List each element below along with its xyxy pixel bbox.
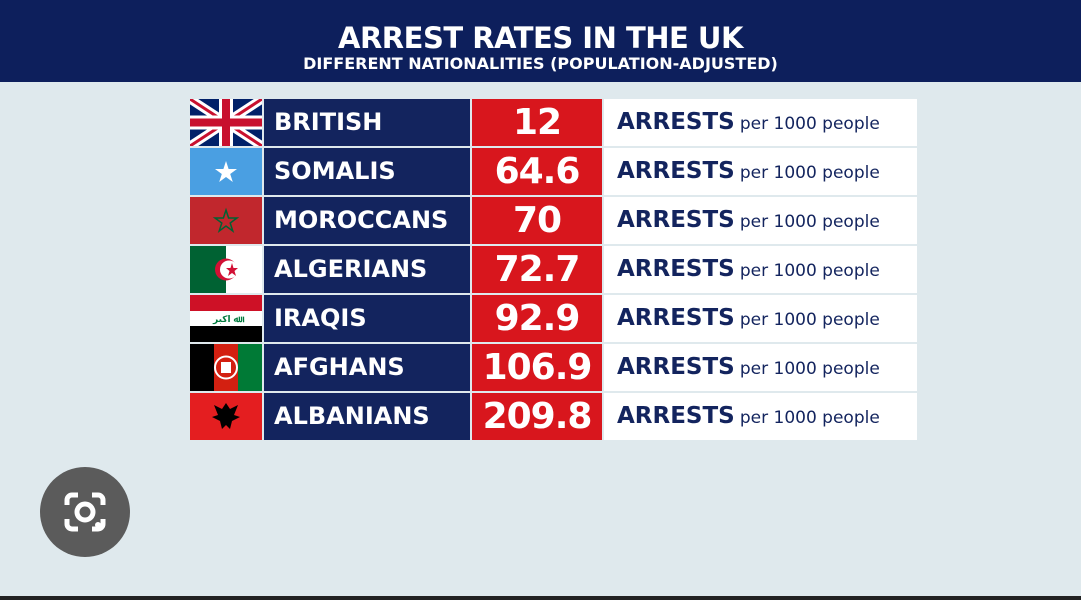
unit: ARRESTS [617,354,735,380]
arrest-rate: 70 [472,197,602,244]
table-row: AFGHANS 106.9 ARRESTS per 1000 people [190,344,917,391]
table-row: SOMALIS 64.6 ARRESTS per 1000 people [190,148,917,195]
flag-icon: ﷲ ﺍﻛﺒﺮ [190,295,262,342]
title: ARREST RATES IN THE UK [338,21,743,55]
lens-icon [64,492,106,532]
flag [190,393,262,440]
nationality: AFGHANS [264,344,470,391]
nationality: MOROCCANS [264,197,470,244]
rate-unit: ARRESTS per 1000 people [604,148,917,195]
rate-unit: ARRESTS per 1000 people [604,295,917,342]
unit: ARRESTS [617,158,735,184]
flag [190,99,262,146]
nationality: ALBANIANS [264,393,470,440]
per: per 1000 people [739,261,880,281]
svg-text:ﷲ ﺍﻛﺒﺮ: ﷲ ﺍﻛﺒﺮ [212,315,245,325]
unit: ARRESTS [617,207,735,233]
nationality: IRAQIS [264,295,470,342]
flag [190,344,262,391]
rate-unit: ARRESTS per 1000 people [604,246,917,293]
per: per 1000 people [739,163,880,183]
unit: ARRESTS [617,403,735,429]
table-row: ALBANIANS 209.8 ARRESTS per 1000 people [190,393,917,440]
arrest-rate: 72.7 [472,246,602,293]
table-row: ﷲ ﺍﻛﺒﺮ IRAQIS 92.9 ARRESTS per 1000 people [190,295,917,342]
per: per 1000 people [739,408,880,428]
header: ARREST RATES IN THE UK DIFFERENT NATIONA… [0,0,1081,82]
arrest-rate: 106.9 [472,344,602,391]
rate-unit: ARRESTS per 1000 people [604,344,917,391]
table-row: ALGERIANS 72.7 ARRESTS per 1000 people [190,246,917,293]
flag-icon [190,197,262,244]
unit: ARRESTS [617,256,735,282]
table: BRITISH 12 ARRESTS per 1000 people SOMALIS 6… [190,99,917,442]
arrest-rate: 64.6 [472,148,602,195]
flag-icon [190,99,262,146]
unit: ARRESTS [617,109,735,135]
flag-icon [190,148,262,195]
nationality: ALGERIANS [264,246,470,293]
flag [190,148,262,195]
flag-icon [190,246,262,293]
arrest-rate: 92.9 [472,295,602,342]
unit: ARRESTS [617,305,735,331]
flag-icon [190,393,262,440]
flag [190,197,262,244]
bottom-bar [0,596,1081,600]
rate-unit: ARRESTS per 1000 people [604,393,917,440]
nationality: BRITISH [264,99,470,146]
lens-button[interactable] [40,467,130,557]
flag [190,246,262,293]
per: per 1000 people [739,212,880,232]
flag-icon [190,344,262,391]
arrest-rate: 209.8 [472,393,602,440]
table-row: BRITISH 12 ARRESTS per 1000 people [190,99,917,146]
per: per 1000 people [739,114,880,134]
rate-unit: ARRESTS per 1000 people [604,197,917,244]
flag: ﷲ ﺍﻛﺒﺮ [190,295,262,342]
per: per 1000 people [739,310,880,330]
subtitle: DIFFERENT NATIONALITIES (POPULATION-ADJU… [303,54,778,73]
per: per 1000 people [739,359,880,379]
table-row: MOROCCANS 70 ARRESTS per 1000 people [190,197,917,244]
arrest-rate: 12 [472,99,602,146]
rate-unit: ARRESTS per 1000 people [604,99,917,146]
nationality: SOMALIS [264,148,470,195]
